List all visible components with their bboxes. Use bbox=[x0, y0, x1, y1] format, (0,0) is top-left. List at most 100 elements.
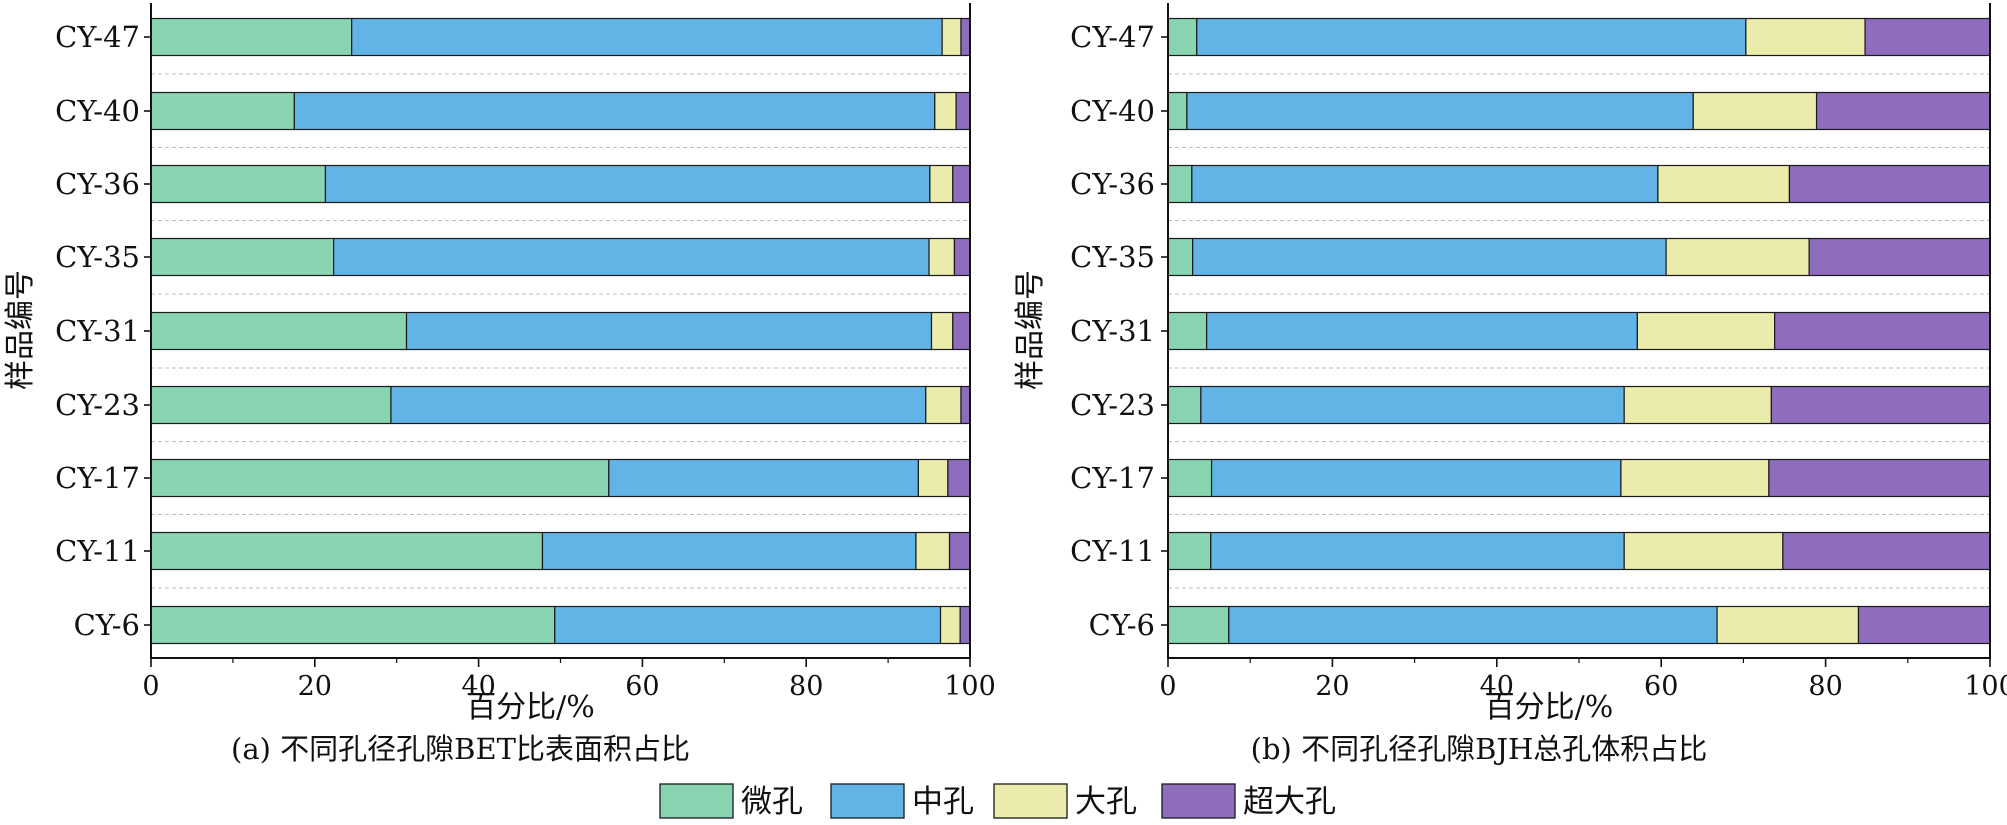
y-tick-label: CY-35 bbox=[1070, 240, 1155, 274]
legend-label-super: 超大孔 bbox=[1243, 784, 1336, 820]
bar-meso-cy-31 bbox=[1206, 311, 1638, 351]
legend: 微孔 中孔 大孔 超大孔 bbox=[659, 783, 1336, 820]
legend-label-meso: 中孔 bbox=[912, 784, 974, 820]
bar-macro-cy-11 bbox=[915, 531, 951, 571]
bar-macro-cy-17 bbox=[917, 458, 949, 498]
bar-super-cy-11 bbox=[1782, 531, 1991, 571]
bar-micro-cy-31 bbox=[1167, 311, 1208, 351]
y-tick-label: CY-6 bbox=[1089, 608, 1155, 642]
bar-super-cy-17 bbox=[1768, 458, 1991, 498]
y-tick-label: CY-40 bbox=[1070, 94, 1155, 128]
bar-super-cy-6 bbox=[959, 605, 971, 645]
bar-super-cy-11 bbox=[948, 531, 971, 571]
bar-super-cy-47 bbox=[1864, 17, 1991, 57]
bar-super-cy-40 bbox=[955, 91, 971, 131]
bar-meso-cy-11 bbox=[1210, 531, 1625, 571]
legend-swatch-macro bbox=[993, 783, 1068, 819]
bar-super-cy-35 bbox=[953, 237, 971, 277]
bar-micro-cy-17 bbox=[1167, 458, 1213, 498]
bar-macro-cy-6 bbox=[1716, 605, 1860, 645]
y-tick-label: CY-23 bbox=[55, 388, 140, 422]
bar-super-cy-35 bbox=[1808, 237, 1991, 277]
bar-macro-cy-31 bbox=[930, 311, 954, 351]
bar-micro-cy-35 bbox=[150, 237, 335, 277]
bar-macro-cy-36 bbox=[1657, 164, 1791, 204]
y-tick-label: CY-36 bbox=[1070, 167, 1155, 201]
y-tick-label: CY-6 bbox=[74, 608, 140, 642]
bar-micro-cy-47 bbox=[150, 17, 353, 57]
y-tick-label: CY-11 bbox=[1070, 534, 1155, 568]
bar-meso-cy-36 bbox=[1191, 164, 1659, 204]
bar-super-cy-36 bbox=[1788, 164, 1991, 204]
x-tick-label: 100 bbox=[1964, 671, 2007, 702]
x-tick-label: 0 bbox=[142, 671, 159, 702]
y-tick-label: CY-17 bbox=[55, 461, 140, 495]
x-axis-label: 百分比/% bbox=[1485, 690, 1614, 725]
y-tick-label: CY-40 bbox=[55, 94, 140, 128]
x-tick-label: 80 bbox=[1808, 671, 1842, 702]
panel-caption: (b) 不同孔径孔隙BJH总孔体积占比 bbox=[1251, 732, 1708, 766]
bar-meso-cy-40 bbox=[1186, 91, 1694, 131]
bar-meso-cy-6 bbox=[554, 605, 942, 645]
bar-micro-cy-6 bbox=[150, 605, 556, 645]
bar-macro-cy-23 bbox=[1623, 385, 1772, 425]
legend-swatch-super bbox=[1161, 783, 1236, 819]
bar-super-cy-23 bbox=[960, 385, 971, 425]
y-tick-label: CY-31 bbox=[55, 314, 140, 348]
bar-meso-cy-47 bbox=[351, 17, 943, 57]
bar-micro-cy-47 bbox=[1167, 17, 1198, 57]
bar-super-cy-47 bbox=[960, 17, 971, 57]
bar-macro-cy-31 bbox=[1636, 311, 1776, 351]
x-axis-label: 百分比/% bbox=[466, 690, 595, 725]
y-tick-label: CY-23 bbox=[1070, 388, 1155, 422]
bar-meso-cy-35 bbox=[1192, 237, 1667, 277]
bar-meso-cy-36 bbox=[324, 164, 931, 204]
bar-macro-cy-47 bbox=[941, 17, 962, 57]
legend-swatch-micro bbox=[659, 783, 734, 819]
y-axis-label: 样品编号 bbox=[3, 270, 38, 390]
bar-macro-cy-35 bbox=[1665, 237, 1810, 277]
bar-macro-cy-47 bbox=[1745, 17, 1866, 57]
y-tick-label: CY-11 bbox=[55, 534, 140, 568]
bar-micro-cy-11 bbox=[150, 531, 544, 571]
bar-super-cy-23 bbox=[1770, 385, 1991, 425]
bar-micro-cy-23 bbox=[1167, 385, 1202, 425]
x-tick-label: 80 bbox=[789, 671, 823, 702]
bar-macro-cy-36 bbox=[929, 164, 954, 204]
bar-micro-cy-17 bbox=[150, 458, 610, 498]
bar-meso-cy-31 bbox=[405, 311, 933, 351]
bar-meso-cy-17 bbox=[1210, 458, 1622, 498]
bar-macro-cy-35 bbox=[928, 237, 956, 277]
bar-super-cy-36 bbox=[952, 164, 971, 204]
x-tick-label: 60 bbox=[1644, 671, 1678, 702]
x-tick-label: 40 bbox=[1480, 671, 1514, 702]
y-tick-label: CY-36 bbox=[55, 167, 140, 201]
bar-meso-cy-11 bbox=[541, 531, 917, 571]
x-tick-label: 20 bbox=[1315, 671, 1349, 702]
bar-macro-cy-17 bbox=[1620, 458, 1770, 498]
bar-super-cy-31 bbox=[952, 311, 971, 351]
legend-label-macro: 大孔 bbox=[1075, 784, 1137, 820]
y-tick-label: CY-47 bbox=[55, 20, 140, 54]
bar-micro-cy-6 bbox=[1167, 605, 1230, 645]
bar-micro-cy-35 bbox=[1167, 237, 1194, 277]
y-tick-label: CY-35 bbox=[55, 240, 140, 274]
bar-meso-cy-6 bbox=[1228, 605, 1718, 645]
bar-micro-cy-36 bbox=[150, 164, 327, 204]
bar-micro-cy-23 bbox=[150, 385, 392, 425]
bar-super-cy-6 bbox=[1857, 605, 1991, 645]
x-tick-label: 60 bbox=[625, 671, 659, 702]
bar-micro-cy-40 bbox=[1167, 91, 1188, 131]
legend-label-micro: 微孔 bbox=[741, 784, 803, 820]
panel-b: CY-47 CY-40 CY-36 CY-35 CY-31 CY-23 CY-17 CY-11… bbox=[1013, 3, 2007, 766]
y-tick-label: CY-17 bbox=[1070, 461, 1155, 495]
y-tick-label: CY-31 bbox=[1070, 314, 1155, 348]
y-axis-label: 样品编号 bbox=[1013, 270, 1048, 390]
x-tick-label: 0 bbox=[1159, 671, 1176, 702]
bar-meso-cy-40 bbox=[293, 91, 936, 131]
bar-micro-cy-31 bbox=[150, 311, 408, 351]
bar-super-cy-31 bbox=[1774, 311, 1991, 351]
bar-meso-cy-47 bbox=[1196, 17, 1747, 57]
